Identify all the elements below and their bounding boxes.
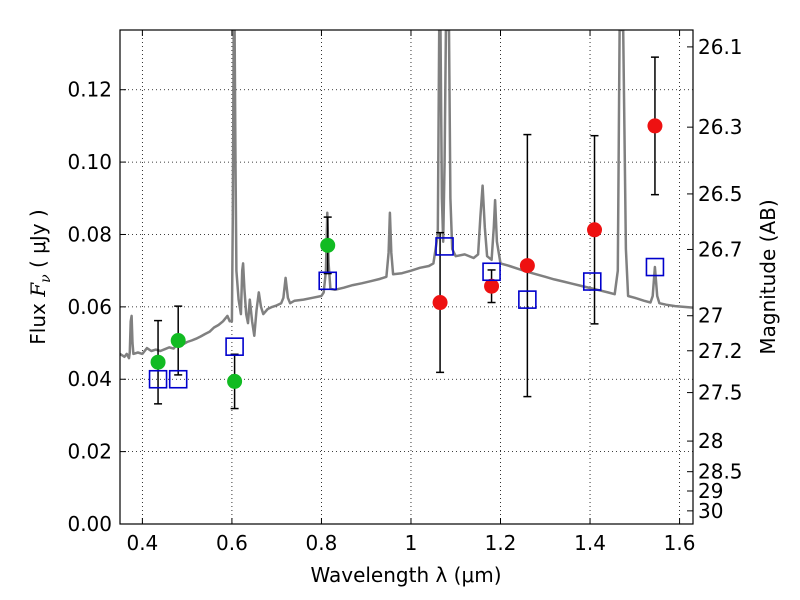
- plot-area: [120, 30, 693, 410]
- model-box: [225, 337, 244, 356]
- y-tick-label: 0.08: [67, 222, 112, 246]
- y-tick-label: 0.12: [67, 78, 112, 102]
- model-box: [318, 271, 338, 291]
- y2-tick-label: 27.5: [698, 381, 743, 405]
- y-axis-title: Flux Fν ( μJy ): [26, 209, 54, 344]
- y2-tick-label: 28: [698, 429, 723, 453]
- model-box: [148, 369, 168, 389]
- data-point: [647, 118, 663, 134]
- y-tick-label: 0.02: [67, 440, 112, 464]
- spectrum-line: [120, 30, 693, 360]
- y-tick-label: 0.06: [67, 295, 112, 319]
- ticks: [120, 30, 693, 525]
- y2-tick-label: 27: [698, 304, 723, 328]
- y-tick-label: 0.00: [67, 512, 112, 536]
- y-axis-title-prefix: Flux: [26, 297, 50, 345]
- y2-tick-label: 28.5: [698, 460, 743, 484]
- y-tick-label: 0.04: [67, 367, 112, 391]
- y-axis-title-symbol: F: [26, 282, 50, 298]
- model-box: [582, 272, 602, 291]
- y2-tick-label: 26.5: [698, 182, 743, 206]
- y-axis-title-subscript: ν: [38, 274, 54, 283]
- data-point: [320, 237, 336, 253]
- data-point: [484, 278, 500, 294]
- model-box: [645, 257, 665, 277]
- y-tick-label: 0.10: [67, 150, 112, 174]
- y-axis-title-suffix: ( μJy ): [26, 209, 50, 274]
- data-point: [519, 258, 535, 274]
- data-point: [587, 222, 603, 238]
- x-tick-label: 1: [405, 531, 418, 555]
- x-tick-label: 0.8: [306, 531, 338, 555]
- data-point: [170, 333, 186, 349]
- data-point: [227, 373, 243, 389]
- marker-layer: [148, 118, 665, 389]
- x-tick-label: 0.6: [216, 531, 248, 555]
- x-tick-label: 1.2: [485, 531, 517, 555]
- tick-labels: 0.4 0.6 0.8 1 1.2 1.4 1.6 0.00 0.02 0.04 0.06 0.08 0…: [67, 35, 742, 555]
- model-box: [168, 369, 188, 389]
- data-point: [150, 354, 166, 370]
- x-axis-title: Wavelength λ (μm): [310, 563, 501, 587]
- x-tick-label: 1.6: [664, 531, 696, 555]
- y2-tick-label: 26.1: [698, 35, 743, 59]
- y2-axis-title: Magnitude (AB): [756, 199, 780, 354]
- spectrum-layer: [120, 30, 693, 360]
- y2-tick-label: 29: [698, 479, 723, 503]
- data-point: [432, 295, 448, 311]
- y2-tick-label: 26.7: [698, 237, 743, 261]
- y2-tick-label: 30: [698, 499, 723, 523]
- model-box: [518, 290, 537, 309]
- y2-tick-label: 26.3: [698, 115, 743, 139]
- model-box: [435, 237, 454, 256]
- model-box: [482, 262, 501, 282]
- plot-frame: [119, 29, 694, 525]
- x-tick-label: 1.4: [574, 531, 606, 555]
- y2-tick-label: 27.2: [698, 339, 743, 363]
- grid: [120, 30, 693, 525]
- x-tick-label: 0.4: [126, 531, 158, 555]
